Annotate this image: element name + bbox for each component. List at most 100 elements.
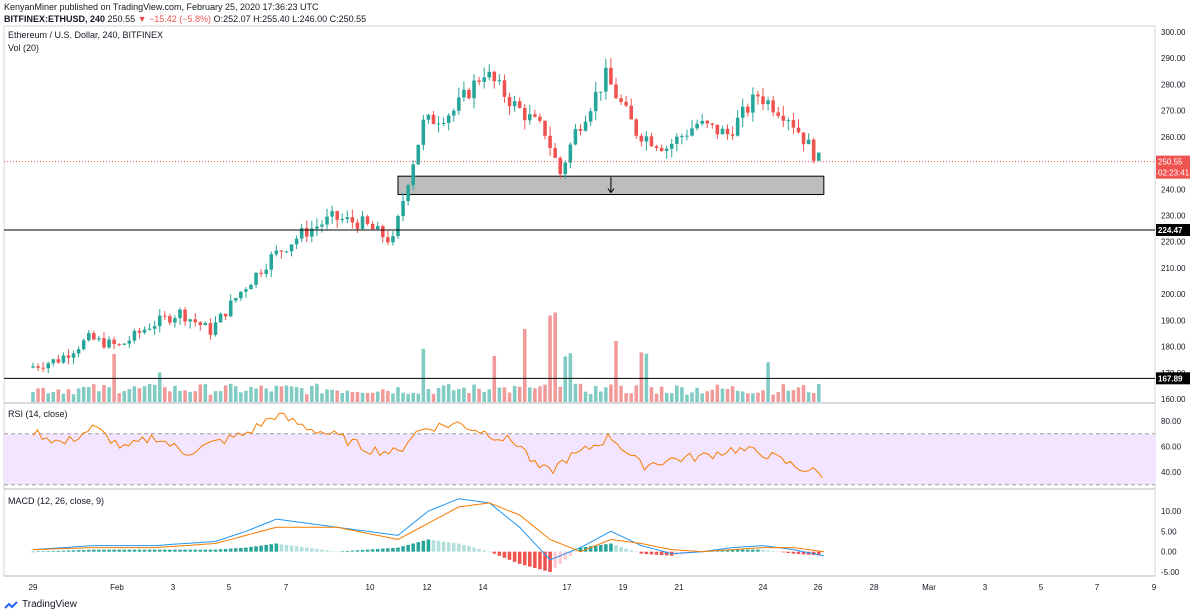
macd-histogram-bar [223,548,228,552]
main-legend-title: Ethereum / U.S. Dollar, 240, BITFINEX [8,30,164,40]
time-tick-label: 29 [29,583,38,592]
macd-histogram-bar [239,547,243,552]
volume-bar [502,387,507,402]
macd-histogram-bar [41,551,45,552]
macd-histogram-bar [740,549,745,552]
volume-bar [381,389,385,402]
candle-body [36,366,40,368]
countdown-label: 02:23:41 [1158,169,1190,178]
candle-body [482,77,486,82]
volume-bar [360,392,365,402]
price-tick-label: 290.00 [1161,54,1186,63]
candle-body [816,152,821,161]
macd-histogram-bar [588,546,593,552]
macd-histogram-bar [746,549,750,552]
macd-histogram-bar [112,549,116,552]
candle-body [264,269,268,274]
macd-histogram-bar [573,551,578,553]
candle-body [239,291,243,299]
rsi-legend: RSI (14, close) [8,409,68,419]
volume-bar [806,392,811,402]
candle-body [563,162,568,175]
volume-bar [208,394,213,402]
volume-bar [254,388,258,402]
candle-body [588,111,593,122]
candle-body [441,122,446,124]
candle-body [690,128,694,136]
volume-bar [142,386,147,402]
macd-histogram-bar [315,548,319,552]
volume-bar [533,388,537,402]
macd-histogram-bar [568,551,573,556]
candle-body [771,100,775,113]
candle-body [517,101,522,108]
time-tick-label: Mar [922,583,936,592]
macd-histogram-bar [614,545,618,552]
macd-histogram-bar [639,551,644,554]
volume-bar [730,386,735,402]
candle-body [649,136,654,147]
volume-bar [51,391,56,402]
candle-body [51,359,56,364]
macd-histogram-bar [624,548,628,552]
volume-bar [81,386,86,402]
volume-bar [223,385,228,402]
price-tick-label: 240.00 [1161,185,1186,194]
price-tick-label: 220.00 [1161,238,1186,247]
volume-bar [168,391,172,402]
candle-body [426,114,431,120]
macd-histogram-bar [381,548,385,552]
macd-histogram-bar [543,551,547,571]
candle-body [299,228,304,239]
candle-body [715,124,720,135]
volume-bar [497,387,502,402]
macd-histogram-bar [284,544,289,552]
macd-histogram-bar [386,548,390,552]
candle-body [761,96,765,105]
candle-body [122,343,127,345]
volume-bar [761,390,765,402]
macd-histogram-bar [31,551,35,553]
volume-bar [675,385,679,402]
candle-body [117,344,121,346]
volume-bar [396,387,400,402]
candle-body [310,228,314,237]
volume-bar [816,383,821,402]
volume-bar [391,393,395,402]
macd-histogram-bar [320,549,324,552]
macd-histogram-bar [558,551,562,564]
volume-bar [512,385,517,402]
candle-body [386,237,390,243]
candle-body [269,254,274,270]
macd-histogram-bar [512,551,517,562]
candle-body [330,211,334,217]
macd-histogram-bar [426,539,431,552]
volume-bar [173,385,177,402]
candle-body [56,359,61,363]
candle-body [208,323,213,335]
candle-body [578,128,583,131]
candle-body [350,217,355,223]
volume-bar [239,392,243,402]
volume-bar [578,383,583,402]
candle-body [289,244,294,252]
macd-histogram-bar [664,551,669,556]
candle-body [776,112,780,116]
macd-histogram-bar [213,549,218,552]
volume-bar [654,393,659,402]
macd-histogram-bar [269,544,274,552]
volume-bar [163,387,167,402]
macd-histogram-bar [507,551,512,560]
volume-bar [304,394,309,402]
macd-histogram-bar [735,549,740,552]
volume-bar [614,340,618,402]
macd-histogram-bar [629,550,633,552]
volume-bar [61,393,66,402]
volume-bar [183,390,187,402]
macd-histogram-bar [391,547,395,552]
macd-tick-label: 5.00 [1161,527,1177,536]
candle-body [639,135,644,142]
plot-frame [3,25,1156,577]
volume-bar [573,383,578,402]
